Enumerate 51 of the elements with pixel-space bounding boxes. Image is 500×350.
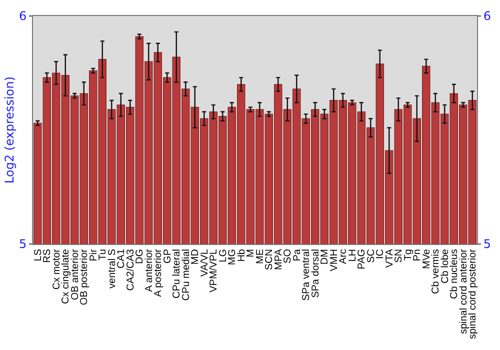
x-tick-label: DM	[320, 249, 331, 265]
y2-tick-label: 5	[483, 237, 492, 252]
x-tick-label: ME	[254, 248, 266, 264]
x-tick-label: VPM/VPL	[208, 248, 220, 292]
x-tick-label: GP	[162, 248, 174, 264]
x-tick-label: RS	[42, 248, 54, 263]
x-tick-label: SPa dorsal	[310, 249, 322, 298]
x-tick-label: SCN	[264, 249, 276, 270]
x-tick-label: Cx cingulate	[60, 248, 72, 304]
x-tick-label: spinal cord posterior	[468, 248, 479, 340]
x-tick-label: Pir	[88, 248, 100, 262]
x-tick-label: MVe	[421, 248, 432, 270]
x-tick-label: Tg	[402, 249, 414, 261]
x-tick-label: Tu	[98, 249, 109, 260]
x-tick-label: DG	[134, 248, 146, 264]
x-tick-label: CA1	[116, 248, 128, 268]
x-tick-label: MG	[227, 248, 238, 266]
x-tick-label: Cb nucleus	[449, 249, 460, 300]
x-tick-label: ventral S	[106, 248, 118, 288]
x-tick-label: LS	[32, 248, 44, 262]
x-tick-label: IC	[375, 249, 386, 259]
x-tick-label: SPa ventral	[301, 249, 312, 301]
x-tick-label: VMH	[328, 249, 340, 272]
x-tick-label: LG	[218, 248, 229, 262]
x-tick-label: Cb lobe	[440, 248, 451, 284]
x-tick-label: spinal cord anterior	[458, 248, 470, 334]
x-tick-label: A anterior	[144, 248, 155, 292]
x-tick-label: VA/VL	[199, 248, 210, 277]
x-tick-label: M	[246, 249, 257, 258]
x-tick-label: SN	[394, 249, 405, 263]
x-tick-label: VTA	[384, 248, 396, 268]
x-tick-label: CA2/CA3	[125, 248, 136, 291]
x-tick-label: CPu lateral	[172, 249, 183, 298]
x-tick-label: CPu medial	[180, 249, 192, 301]
x-tick-label: Arc	[338, 249, 350, 264]
x-tick-label: Pn	[412, 249, 424, 262]
x-tick-label: MD	[190, 249, 202, 265]
x-tick-label: Cb vermis	[430, 249, 442, 294]
x-tick-label: Pa	[292, 248, 303, 262]
x-tick-label: OB posterior	[79, 248, 90, 306]
x-tick-label: A posterior	[153, 248, 164, 297]
x-tick-label: PAG	[356, 248, 368, 270]
x-tick-label: LH	[347, 249, 358, 262]
x-tick-label: Hb	[236, 248, 248, 262]
x-tick-label: SC	[366, 249, 377, 263]
y2-tick-label: 6	[483, 9, 492, 24]
x-tick-label: SO	[282, 248, 294, 264]
x-tick-label: OB anterior	[70, 248, 81, 300]
y-axis-title: Log2 (expression)	[2, 76, 16, 184]
x-tick-label: Cx motor	[51, 248, 62, 290]
x-tick-label: MPA	[273, 248, 284, 270]
